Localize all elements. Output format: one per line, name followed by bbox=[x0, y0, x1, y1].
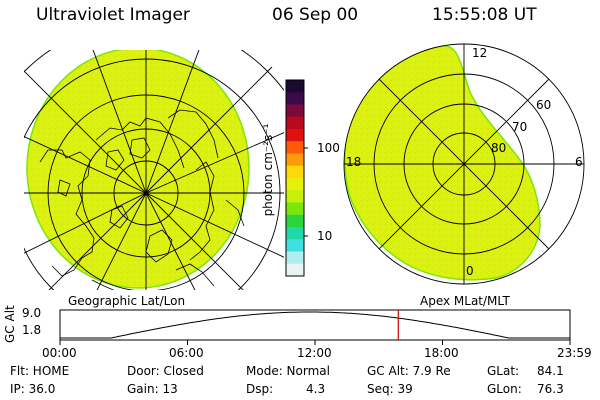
colorbar-swatch bbox=[286, 202, 304, 216]
info-glat-label: GLat: bbox=[487, 364, 520, 378]
uv-emission-disc bbox=[26, 50, 250, 289]
colorbar-swatch bbox=[286, 153, 304, 167]
colorbar-swatch bbox=[286, 116, 304, 130]
info-glat-value: 84.1 bbox=[537, 364, 564, 378]
app-title: Ultraviolet Imager bbox=[36, 5, 190, 25]
info-gain: Gain: 13 bbox=[127, 382, 178, 396]
colorbar-swatch bbox=[286, 92, 304, 105]
geographic-image bbox=[24, 50, 284, 290]
lat-lon-grid bbox=[24, 50, 284, 290]
mlt-label-6: 6 bbox=[575, 155, 583, 169]
colorbar-swatch bbox=[286, 165, 304, 179]
colorbar-tick-100: 100 bbox=[317, 141, 340, 155]
colorbar-swatch bbox=[286, 178, 304, 191]
mlat-grid bbox=[343, 43, 585, 285]
colorbar-swatch bbox=[286, 263, 304, 277]
altitude-xtick-2359: 23:59 bbox=[557, 346, 592, 360]
info-dsp-value: 4.3 bbox=[306, 382, 326, 396]
altitude-xtick-0600: 06:00 bbox=[169, 346, 204, 360]
colorbar-swatch bbox=[286, 190, 304, 203]
info-door: Door: Closed bbox=[127, 364, 204, 378]
altitude-curve bbox=[60, 311, 570, 339]
time-label: 15:55:08 UT bbox=[432, 5, 537, 25]
mlt-label-12: 12 bbox=[472, 46, 488, 60]
date-label: 06 Sep 00 bbox=[272, 5, 359, 25]
uv-emission-region bbox=[344, 44, 541, 281]
altitude-xtick-1800: 18:00 bbox=[424, 346, 459, 360]
colorbar-swatch bbox=[286, 141, 304, 154]
altitude-ytick-9: 9.0 bbox=[22, 306, 42, 320]
x-axis-ticks bbox=[59, 340, 571, 345]
colorbar-swatch bbox=[286, 214, 304, 228]
colorbar bbox=[285, 79, 308, 277]
info-seq: Seq: 39 bbox=[367, 382, 413, 396]
info-flt: Flt: HOME bbox=[10, 364, 70, 378]
left-panel-caption: Geographic Lat/Lon bbox=[68, 294, 186, 308]
coastlines bbox=[39, 109, 245, 290]
altitude-plot bbox=[59, 309, 571, 345]
info-gc-alt: GC Alt: 7.9 Re bbox=[367, 364, 451, 378]
mlat-mlt-image bbox=[343, 43, 585, 285]
colorbar-swatch bbox=[286, 239, 304, 252]
altitude-xtick-1200: 12:00 bbox=[297, 346, 332, 360]
info-ip: IP: 36.0 bbox=[10, 382, 56, 396]
colorbar-tick-10: 10 bbox=[317, 229, 333, 243]
mlt-label-0: 0 bbox=[466, 264, 474, 278]
altitude-xtick-0000: 00:00 bbox=[42, 346, 77, 360]
info-glon-value: 76.3 bbox=[537, 382, 564, 396]
colorbar-swatch bbox=[286, 104, 304, 118]
mlat-label-60: 60 bbox=[536, 98, 552, 112]
colorbar-unit-label: photon cm⁻²s⁻¹ bbox=[261, 123, 275, 217]
altitude-ylabel: GC Alt bbox=[3, 305, 17, 343]
altitude-ytick-1-8: 1.8 bbox=[22, 323, 42, 337]
info-dsp-label: Dsp: bbox=[246, 382, 274, 396]
info-glon-label: GLon: bbox=[487, 382, 522, 396]
info-mode: Mode: Normal bbox=[246, 364, 330, 378]
colorbar-swatch bbox=[286, 80, 304, 93]
mlat-label-80: 80 bbox=[491, 141, 507, 155]
right-panel-caption: Apex MLat/MLT bbox=[420, 294, 510, 308]
colorbar-swatch bbox=[286, 129, 304, 142]
colorbar-swatch bbox=[286, 227, 304, 240]
mlt-label-18: 18 bbox=[346, 155, 362, 169]
mlat-label-70: 70 bbox=[512, 120, 528, 134]
colorbar-frame bbox=[285, 79, 305, 277]
colorbar-swatch bbox=[286, 251, 304, 265]
